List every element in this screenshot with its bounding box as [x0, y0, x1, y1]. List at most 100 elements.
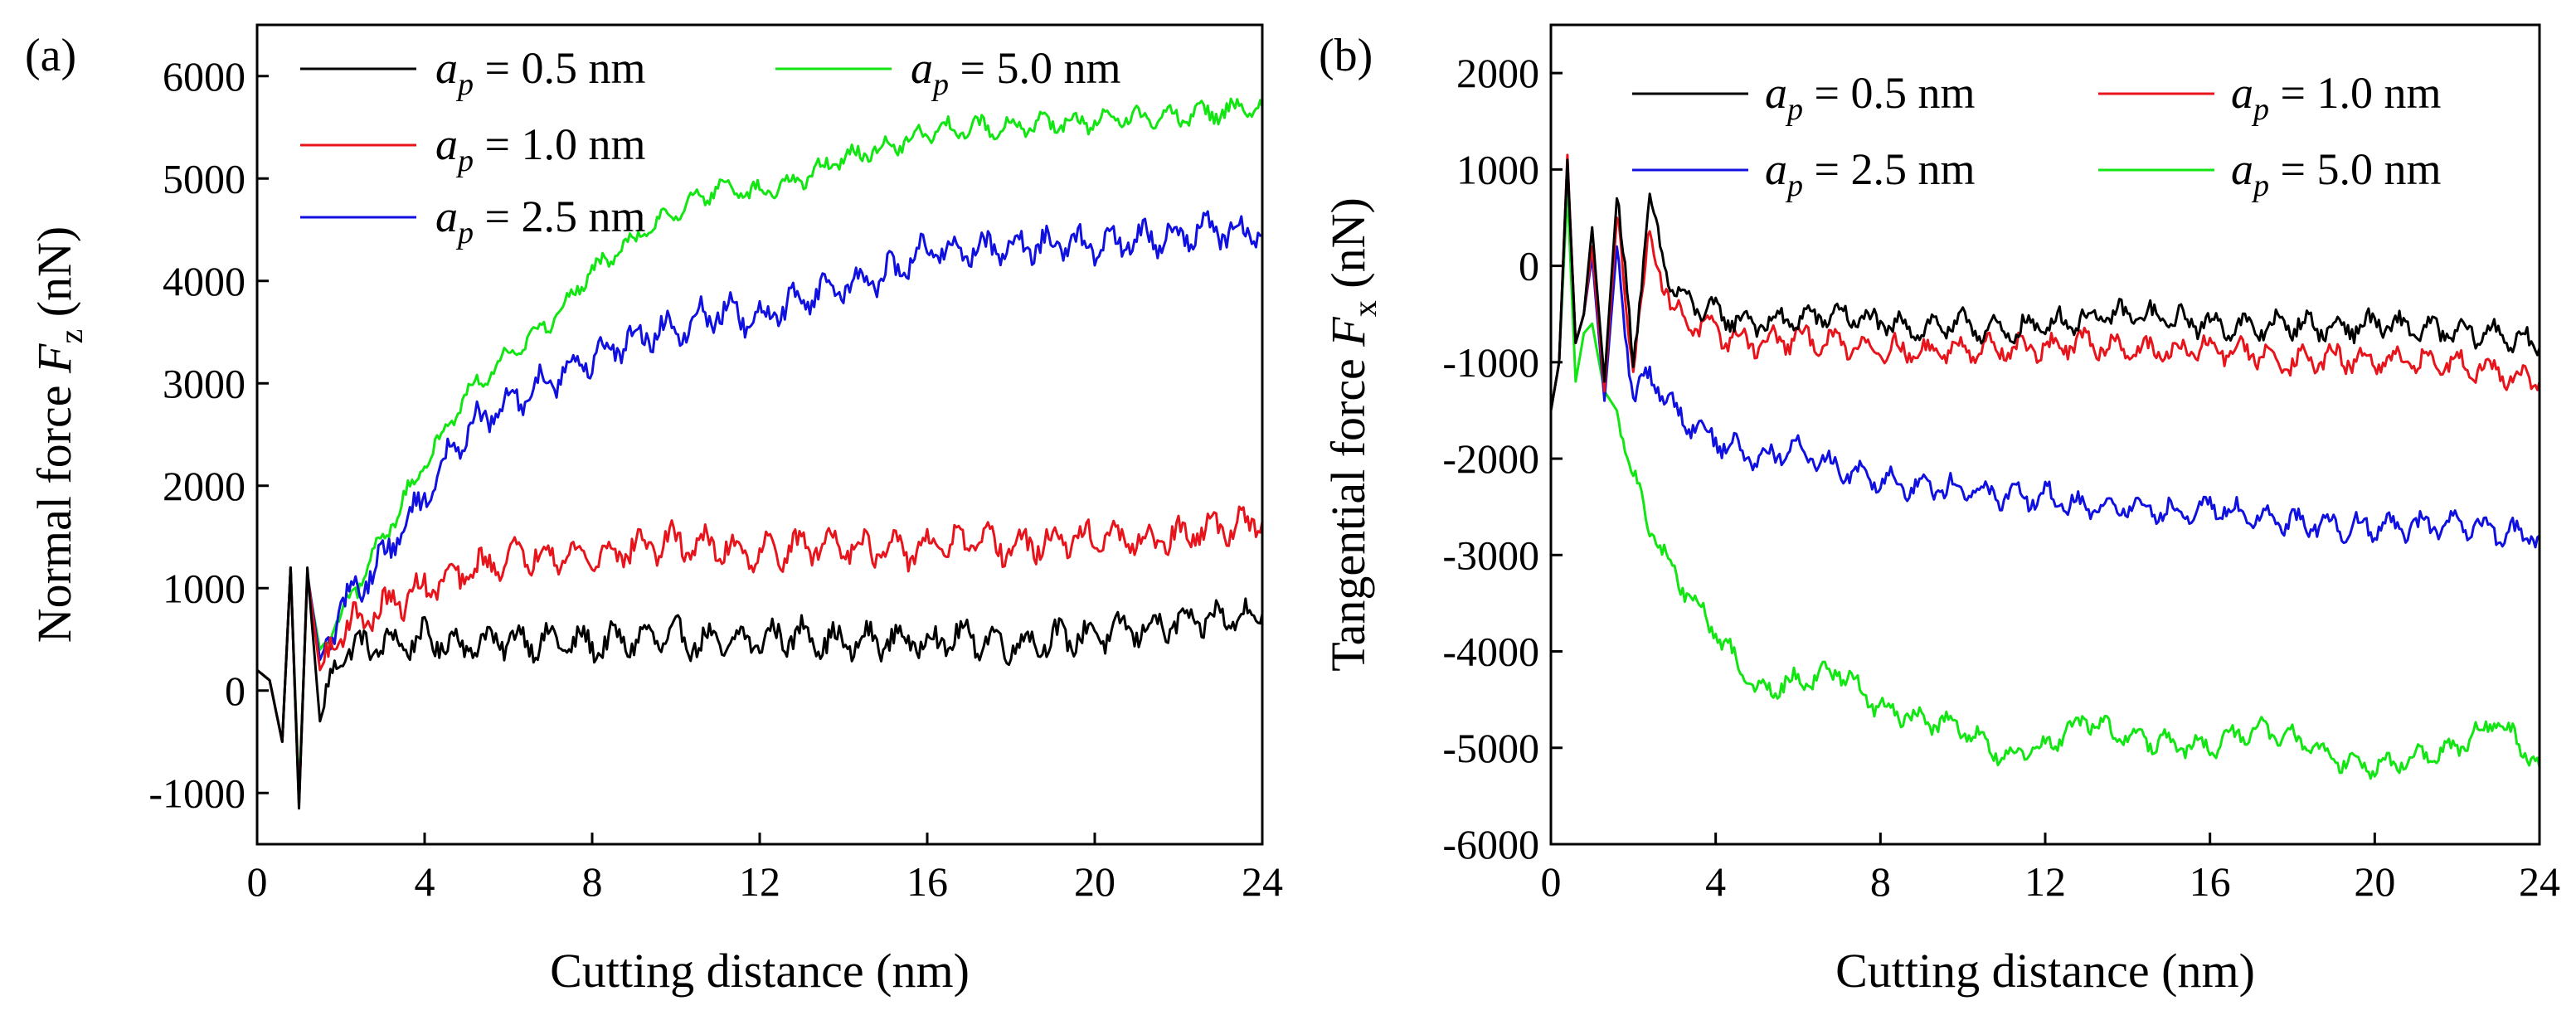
y-tick-label: 6000 [163, 53, 245, 100]
panel-b-ylabel-unit: (nN) [1321, 197, 1375, 300]
panel-b-tangential-force: (b) 0 4 8 12 16 20 24 -6000 -5000 -4000 -3000 -200… [1319, 23, 2560, 998]
y-tick-label: -4000 [1442, 629, 1539, 675]
legend-symbol: a [911, 43, 933, 93]
panel-b-x-axis-label: Cutting distance (nm) [1835, 944, 2255, 998]
x-tick-label: 0 [247, 858, 268, 905]
legend-sub: p [2251, 92, 2269, 127]
y-tick-label: 1000 [1456, 146, 1539, 192]
y-tick-label: 2000 [163, 463, 245, 509]
x-tick-label: 8 [1870, 858, 1891, 905]
legend-text-0.5nm: ap = 0.5 nm [435, 43, 645, 102]
legend-symbol: a [435, 43, 458, 93]
panel-a-y-axis-label: Normal force Fz (nN) [27, 226, 90, 644]
y-tick-label: 4000 [163, 258, 245, 304]
legend-symbol: a [435, 119, 458, 169]
legend-symbol: a [1765, 144, 1787, 194]
legend-value: = 2.5 nm [1803, 144, 1975, 194]
legend-text-2.5nm: ap = 2.5 nm [1765, 144, 1975, 203]
panel-a-ylabel-main: Normal force [27, 373, 81, 643]
series-line-2.5nm [256, 210, 1263, 805]
legend-entry-2.5nm: ap = 2.5 nm [300, 192, 645, 250]
legend-sub: p [455, 67, 474, 102]
panel-b-legend: ap = 0.5 nm ap = 1.0 nm ap = 2.5 nm ap =… [1632, 68, 2441, 203]
legend-sub: p [2251, 168, 2269, 203]
legend-text-1.0nm: ap = 1.0 nm [435, 119, 645, 178]
series-line-1.0nm [256, 505, 1264, 805]
legend-text-5.0nm: ap = 5.0 nm [2231, 144, 2441, 203]
y-tick-label: -3000 [1442, 532, 1539, 578]
y-tick-label: -6000 [1442, 821, 1539, 867]
panel-a-ylabel-symbol: F [27, 343, 81, 374]
legend-text-2.5nm: ap = 2.5 nm [435, 192, 645, 250]
y-tick-label: 5000 [163, 155, 245, 202]
legend-entry-1.0nm: ap = 1.0 nm [300, 119, 645, 178]
y-tick-label: -1000 [148, 770, 245, 816]
series-line-0.5nm [1549, 158, 2541, 411]
legend-value: = 5.0 nm [2269, 144, 2441, 194]
y-tick-label: -5000 [1442, 725, 1539, 771]
x-tick-label: 4 [415, 858, 435, 905]
panel-b-ylabel-symbol: F [1321, 317, 1375, 347]
x-tick-label: 24 [1242, 858, 1283, 905]
legend-value: = 0.5 nm [1803, 68, 1975, 118]
x-tick-label: 12 [739, 858, 780, 905]
x-tick-label: 16 [2190, 858, 2231, 905]
legend-entry-5.0nm: ap = 5.0 nm [2098, 144, 2441, 203]
y-tick-label: 0 [225, 668, 245, 714]
panel-b-label: (b) [1319, 30, 1373, 81]
x-tick-label: 0 [1541, 858, 1562, 905]
panel-a-frame [255, 23, 1264, 846]
panel-a-label: (a) [25, 30, 76, 81]
panel-b-y-ticks: -6000 -5000 -4000 -3000 -2000 -1000 0 1000 2000 [1442, 50, 1563, 867]
y-tick-label: 3000 [163, 360, 245, 406]
y-tick-label: 1000 [163, 565, 245, 611]
y-tick-label: -2000 [1442, 435, 1539, 482]
panel-b-ylabel-sub: x [1346, 300, 1383, 317]
series-line-2.5nm [1549, 158, 2540, 549]
series-line-1.0nm [1549, 153, 2541, 411]
x-tick-label: 12 [2024, 858, 2066, 905]
panel-a-normal-force: (a) 0 4 8 12 16 20 24 -10000100020003000400050… [25, 23, 1283, 998]
legend-symbol: a [2231, 144, 2253, 194]
x-tick-label: 4 [1705, 858, 1726, 905]
legend-entry-1.0nm: ap = 1.0 nm [2098, 68, 2441, 127]
panel-b-x-ticks: 0 4 8 12 16 20 24 [1541, 833, 2560, 905]
x-tick-label: 20 [1074, 858, 1115, 905]
legend-sub: p [455, 143, 474, 178]
panel-a-ylabel-sub: z [52, 329, 90, 344]
legend-entry-0.5nm: ap = 0.5 nm [300, 43, 645, 102]
legend-value: = 1.0 nm [2269, 68, 2441, 118]
panel-a-x-ticks: 0 4 8 12 16 20 24 [247, 833, 1283, 905]
legend-sub: p [931, 67, 949, 102]
panel-b-plot-area [1549, 153, 2541, 780]
panel-b-y-axis-label: Tangential force Fx (nN) [1321, 197, 1383, 672]
legend-symbol: a [435, 192, 458, 241]
legend-entry-2.5nm: ap = 2.5 nm [1632, 144, 1975, 203]
y-tick-label: 2000 [1456, 50, 1539, 96]
y-tick-label: -1000 [1442, 339, 1539, 386]
x-tick-label: 8 [582, 858, 603, 905]
x-tick-label: 24 [2519, 858, 2560, 905]
series-line-5.0nm [256, 97, 1264, 794]
x-tick-label: 20 [2354, 858, 2395, 905]
legend-sub: p [455, 216, 474, 250]
series-line-5.0nm [1549, 187, 2541, 780]
legend-value: = 0.5 nm [474, 43, 645, 93]
panel-a-plot-area [256, 97, 1264, 810]
legend-value: = 5.0 nm [949, 43, 1120, 93]
legend-symbol: a [2231, 68, 2253, 118]
panel-a-y-ticks: -1000 0 1000 2000 3000 4000 5000 6000 [148, 53, 269, 816]
y-tick-label: 0 [1519, 243, 1539, 289]
panel-a-ylabel-unit: (nN) [27, 226, 81, 329]
legend-text-5.0nm: ap = 5.0 nm [911, 43, 1120, 102]
series-line-0.5nm [256, 566, 1264, 810]
x-tick-label: 16 [906, 858, 948, 905]
legend-value: = 1.0 nm [474, 119, 645, 169]
panel-a-legend: ap = 0.5 nm ap = 5.0 nm ap = 1.0 nm ap =… [300, 43, 1120, 250]
legend-sub: p [1785, 168, 1803, 203]
legend-sub: p [1785, 92, 1803, 127]
legend-symbol: a [1765, 68, 1787, 118]
legend-entry-0.5nm: ap = 0.5 nm [1632, 68, 1975, 127]
legend-entry-5.0nm: ap = 5.0 nm [775, 43, 1120, 102]
